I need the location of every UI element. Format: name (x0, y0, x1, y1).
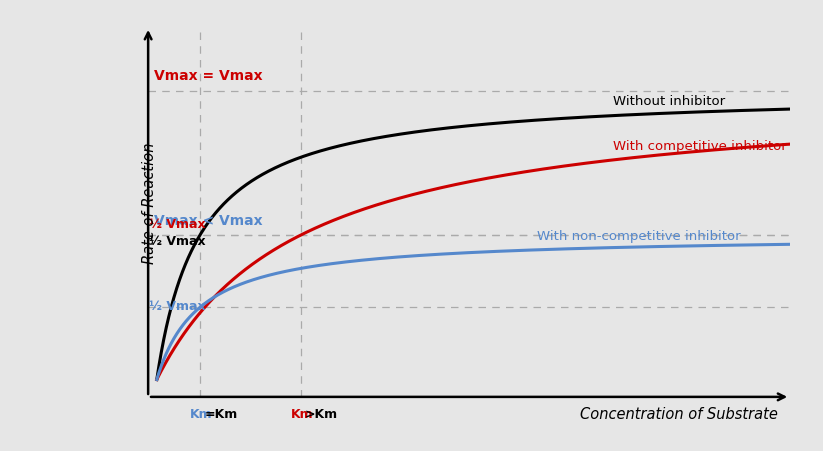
Text: Km: Km (190, 409, 212, 421)
Text: Rate of Reaction: Rate of Reaction (142, 143, 156, 264)
Text: ½ Vmax: ½ Vmax (149, 300, 206, 313)
Text: With competitive inhibitor: With competitive inhibitor (613, 140, 787, 153)
Text: Km: Km (291, 409, 314, 421)
Text: ½ Vmax: ½ Vmax (149, 218, 206, 231)
Text: Vmax = Vmax: Vmax = Vmax (154, 69, 263, 83)
Text: With non-competitive inhibitor: With non-competitive inhibitor (537, 230, 741, 243)
Text: Without inhibitor: Without inhibitor (613, 95, 725, 108)
Text: ½ Vmax: ½ Vmax (149, 235, 206, 248)
Text: >Km: >Km (305, 409, 338, 421)
Text: =Km: =Km (204, 409, 238, 421)
Text: Concentration of Substrate: Concentration of Substrate (579, 407, 778, 422)
Text: Vmax < Vmax: Vmax < Vmax (154, 214, 263, 228)
